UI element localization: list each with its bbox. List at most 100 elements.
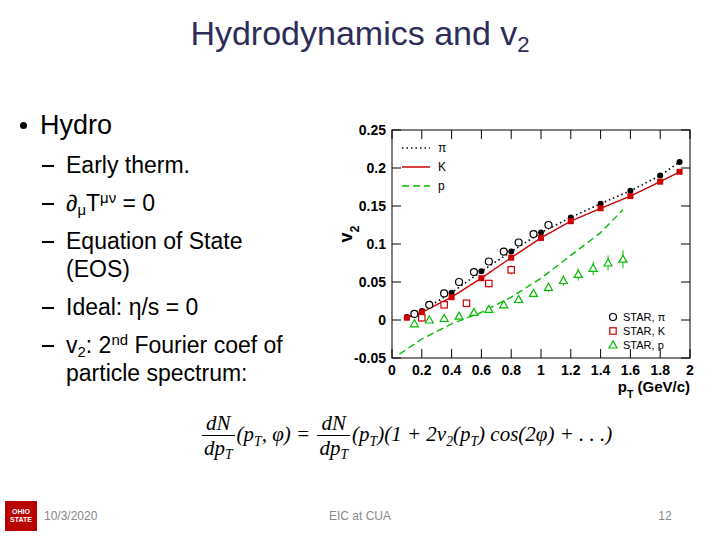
footer-logo: OHIO STATE	[5, 501, 37, 531]
line-marker	[627, 188, 633, 194]
line-marker	[677, 159, 683, 165]
text-run: particle spectrum:	[66, 360, 248, 386]
x-tick-label: 0.2	[412, 362, 432, 378]
y-tick	[681, 206, 690, 207]
y-tick-label: 0.05	[359, 274, 386, 290]
subscript: 2	[517, 32, 529, 57]
x-tick	[600, 349, 601, 358]
data-point	[574, 270, 582, 277]
denominator: dpT	[202, 436, 235, 461]
y-axis-label: v2	[336, 225, 362, 242]
data-point	[515, 295, 523, 302]
fraction: dNdpT	[202, 412, 235, 461]
fraction: dNdpT	[317, 412, 350, 461]
series-4	[419, 265, 515, 321]
plot-frame	[392, 130, 690, 358]
text-run: (EOS)	[66, 256, 130, 282]
x-tick	[690, 349, 691, 358]
x-tick-label: 0.6	[472, 362, 492, 378]
y-tick-label: 0.2	[367, 160, 387, 176]
data-point	[463, 300, 469, 306]
data-point	[485, 258, 492, 265]
footer-event: EIC at CUA	[290, 509, 430, 523]
data-point	[604, 259, 612, 266]
line-marker	[657, 179, 663, 185]
text-run: Hydro	[40, 110, 112, 140]
subscript: T	[470, 434, 478, 449]
y-tick	[392, 358, 401, 359]
y-tick	[681, 244, 690, 245]
x-tick-label: 1.6	[621, 362, 641, 378]
y-tick-label: -0.05	[354, 350, 386, 366]
legend-lines: πKp	[402, 141, 446, 193]
subscript: 2	[446, 434, 453, 449]
line-marker	[657, 173, 663, 179]
line-marker	[677, 169, 683, 175]
x-tick-label: 2	[686, 362, 694, 378]
subscript: T	[370, 434, 378, 449]
sub-bullet-text: v2: 2nd Fourier coef of	[66, 331, 283, 359]
x-tick	[392, 130, 393, 139]
line-marker	[568, 218, 574, 224]
text-run: (GeV/c)	[633, 378, 690, 395]
text-run: = 0	[116, 190, 155, 216]
y-tick	[681, 168, 690, 169]
x-tick-label: 1	[537, 362, 545, 378]
line-marker	[598, 205, 604, 211]
sub-bullet-dash	[42, 345, 54, 347]
data-point	[410, 320, 418, 327]
line-marker	[538, 235, 544, 241]
x-tick	[451, 130, 452, 139]
text-run: (p	[237, 422, 255, 446]
text-run: Hydrodynamics and v	[190, 14, 517, 52]
data-point	[544, 283, 552, 290]
y-tick	[392, 206, 401, 207]
x-tick	[392, 349, 393, 358]
x-tick	[541, 130, 542, 139]
sub-bullet-text: Ideal: η/s = 0	[66, 293, 198, 321]
x-tick-label: 0.8	[501, 362, 521, 378]
line-marker	[404, 315, 410, 321]
legend-label: K	[438, 160, 446, 174]
text-run: )(1 + 2v	[377, 422, 446, 446]
text-run: (p	[352, 422, 370, 446]
x-tick-label: 0.4	[442, 362, 462, 378]
footer-date: 10/3/2020	[44, 509, 97, 523]
x-tick	[451, 349, 452, 358]
legend-points: STAR, πSTAR, KSTAR, p	[609, 311, 666, 351]
denominator: dpT	[317, 436, 350, 461]
data-point	[500, 248, 507, 255]
x-tick	[541, 349, 542, 358]
text-run: , φ) =	[262, 422, 316, 446]
text-run: : 2	[86, 332, 112, 358]
y-tick	[681, 320, 690, 321]
y-tick	[392, 244, 401, 245]
y-tick	[392, 130, 401, 131]
text-run: dN	[206, 411, 231, 435]
y-tick	[392, 320, 401, 321]
data-point	[419, 315, 425, 321]
slide-title: Hydrodynamics and v2	[0, 14, 720, 53]
data-point	[470, 308, 478, 315]
legend-swatch	[610, 314, 617, 321]
data-point	[589, 264, 597, 271]
superscript: nd	[111, 331, 128, 348]
data-point	[530, 231, 537, 238]
bullet-text: Hydro	[40, 108, 112, 142]
text-run: ) cos(2φ) + . . .)	[478, 422, 612, 446]
y-tick	[392, 168, 401, 169]
x-tick	[600, 130, 601, 139]
plot-area	[399, 159, 682, 354]
text-run: dN	[322, 411, 347, 435]
text-run: v	[66, 332, 78, 358]
sub-bullet-dash	[42, 307, 54, 309]
x-tick	[421, 349, 422, 358]
text-run: v	[336, 233, 356, 243]
data-point	[545, 222, 552, 229]
data-point	[559, 276, 567, 283]
legend-swatch	[402, 166, 430, 168]
legend-label: p	[438, 179, 445, 193]
y-tick-label: 0.1	[367, 236, 387, 252]
x-tick	[421, 130, 422, 139]
data-point	[515, 239, 522, 246]
